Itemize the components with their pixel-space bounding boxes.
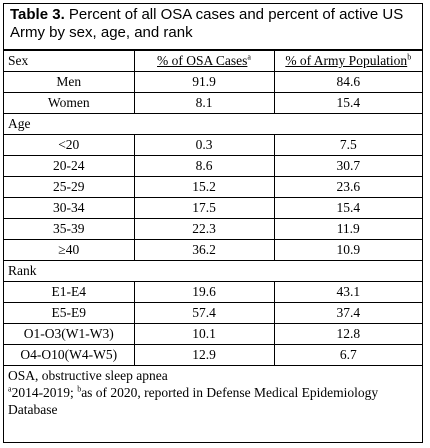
table-row: 25-29 15.2 23.6 [4,176,422,198]
row-army-value: 15.4 [273,197,422,219]
row-label: E1-E4 [4,281,135,303]
footnote-a-sup: a [8,384,12,394]
row-label: <20 [4,134,135,156]
section-label: Rank [4,260,422,282]
footnote-a: 2014-2019; [11,385,78,400]
row-label: E5-E9 [4,302,135,324]
row-army-value: 84.6 [273,71,422,93]
header-army-population: % of Army Populationb [273,50,422,72]
footnote-b-sup: b [77,384,82,394]
row-label: ≥40 [4,239,135,261]
row-osa-value: 12.9 [133,344,275,366]
table-number: Table 3. [10,6,65,23]
row-osa-value: 22.3 [133,218,275,240]
row-osa-value: 36.2 [133,239,275,261]
row-osa-value: 57.4 [133,302,275,324]
row-army-value: 15.4 [273,92,422,114]
table-row: Men 91.9 84.6 [4,71,422,93]
footnote-b: as of 2020, reported in Defense Medical … [8,385,379,417]
row-army-value: 43.1 [273,281,422,303]
row-osa-value: 8.6 [133,155,275,177]
row-osa-value: 17.5 [133,197,275,219]
footnotes: OSA, obstructive sleep apnea a2014-2019;… [4,366,422,419]
header-army-sup: b [407,52,412,62]
table-row: 35-39 22.3 11.9 [4,218,422,240]
section-row: Age [4,113,422,135]
table-row: E5-E9 57.4 37.4 [4,302,422,324]
data-table: Sex % of OSA Casesa % of Army Population… [4,50,422,366]
row-label: 35-39 [4,218,135,240]
table-title: Table 3. Percent of all OSA cases and pe… [4,4,422,50]
header-sex: Sex [4,50,135,72]
row-label: 30-34 [4,197,135,219]
table-row: <20 0.3 7.5 [4,134,422,156]
row-label: O4-O10(W4-W5) [4,344,135,366]
table-row: O4-O10(W4-W5) 12.9 6.7 [4,344,422,366]
row-label: Women [4,92,135,114]
row-osa-value: 8.1 [133,92,275,114]
table-row: O1-O3(W1-W3) 10.1 12.8 [4,323,422,345]
header-osa-cases: % of OSA Casesa [133,50,275,72]
row-army-value: 6.7 [273,344,422,366]
row-label: Men [4,71,135,93]
table-row: 30-34 17.5 15.4 [4,197,422,219]
footnote-abbrev: OSA, obstructive sleep apnea [8,368,168,383]
table-row: Women 8.1 15.4 [4,92,422,114]
row-army-value: 30.7 [273,155,422,177]
header-row: Sex % of OSA Casesa % of Army Population… [4,50,422,72]
row-osa-value: 15.2 [133,176,275,198]
table-row: 20-24 8.6 30.7 [4,155,422,177]
row-army-value: 12.8 [273,323,422,345]
section-row: Rank [4,260,422,282]
table-row: E1-E4 19.6 43.1 [4,281,422,303]
row-army-value: 11.9 [273,218,422,240]
section-label: Age [4,113,422,135]
row-label: 20-24 [4,155,135,177]
header-osa-sup: a [247,52,251,62]
row-osa-value: 0.3 [133,134,275,156]
header-osa-label: % of OSA Cases [157,53,248,68]
row-osa-value: 91.9 [133,71,275,93]
row-army-value: 7.5 [273,134,422,156]
row-label: 25-29 [4,176,135,198]
row-army-value: 10.9 [273,239,422,261]
table-row: ≥40 36.2 10.9 [4,239,422,261]
row-army-value: 23.6 [273,176,422,198]
table-caption: Percent of all OSA cases and percent of … [10,6,404,41]
row-label: O1-O3(W1-W3) [4,323,135,345]
header-army-label: % of Army Population [285,53,408,68]
table-frame: Table 3. Percent of all OSA cases and pe… [3,3,423,443]
row-osa-value: 10.1 [133,323,275,345]
row-osa-value: 19.6 [133,281,275,303]
row-army-value: 37.4 [273,302,422,324]
footnote-sources: a2014-2019; bas of 2020, reported in Def… [8,384,418,418]
